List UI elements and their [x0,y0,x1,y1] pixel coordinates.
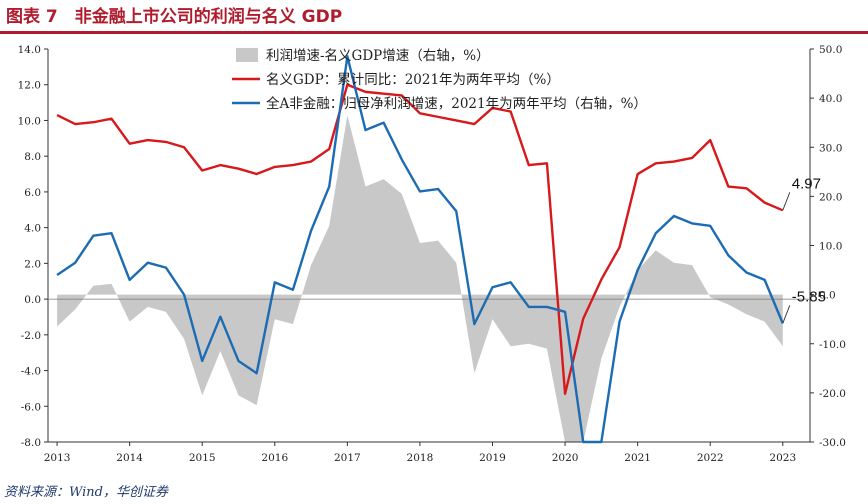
area-series-profit-gap [57,115,783,442]
x-tick-label: 2015 [189,452,216,464]
left-tick-label: 10.0 [18,115,41,127]
left-tick-label: -6.0 [21,401,41,413]
legend-item-profit-gap-swatch [236,48,258,62]
chart: 14.0 12.0 10.0 8.0 6.0 4.0 2.0 0.0 -2.0 -4.0 -6.0 -… [18,44,846,464]
x-tick-label: 2022 [697,452,724,464]
area-layer [57,115,783,442]
right-tick-label: 30.0 [819,142,842,154]
title-rule [0,31,868,34]
left-tick-label: 2.0 [24,258,41,270]
right-tick-label: -10.0 [819,339,846,351]
source-note: 资料来源：Wind，华创证券 [4,485,168,500]
left-tick-label: 4.0 [24,223,41,235]
left-tick-label: -2.0 [21,330,41,342]
annotation-gdp-last-leader [782,192,791,211]
right-tick-label: 40.0 [819,93,842,105]
right-tick-label: 10.0 [819,241,842,253]
left-tick-label: 8.0 [24,151,41,163]
right-tick-label: 0.0 [819,290,836,302]
x-tick-label: 2013 [44,452,71,464]
x-tick-label: 2019 [479,452,506,464]
legend-item-nonfinancial-profit: 全A非金融：归母净利润增速，2021年为两年平均（右轴，%） [266,95,647,112]
right-tick-label: -30.0 [819,437,846,449]
left-tick-label: -4.0 [21,366,41,378]
right-tick-label: -20.0 [819,388,846,400]
x-tick-label: 2020 [552,452,579,464]
x-tick-label: 2016 [261,452,288,464]
legend-item-profit-gap: 利润增速-名义GDP增速（右轴，%） [266,48,490,64]
x-tick-label: 2017 [334,452,361,464]
x-tick-label: 2021 [624,452,651,464]
left-tick-label: 12.0 [18,80,41,92]
x-tick-label: 2014 [116,452,143,464]
right-tick-label: 20.0 [819,191,842,203]
x-tick-label: 2023 [769,452,796,464]
left-tick-label: 0.0 [24,294,41,306]
line-series-nominal-gdp [56,83,784,395]
left-tick-label: 14.0 [18,44,41,56]
annotation-profit-last: -5.85 [792,288,826,305]
line-series-nonfinancial-profit [56,55,784,444]
x-tick-label: 2018 [407,452,434,464]
axes-layer: 14.0 12.0 10.0 8.0 6.0 4.0 2.0 0.0 -2.0 -4.0 -6.0 -… [18,44,846,464]
left-tick-label: -8.0 [21,437,41,449]
legend: 利润增速-名义GDP增速（右轴，%） 名义GDP：累计同比：2021年为两年平均（… [232,48,647,112]
annotation-gdp-last: 4.97 [792,175,821,192]
legend-item-nominal-gdp: 名义GDP：累计同比：2021年为两年平均（%） [266,72,560,88]
figure-title: 图表 7 非金融上市公司的利润与名义 GDP [6,7,343,27]
annotations-layer: 4.97 -5.85 [782,175,826,324]
right-tick-label: 50.0 [819,44,842,56]
lines-layer [56,55,784,444]
left-tick-label: 6.0 [24,187,41,199]
annotation-profit-last-leader [782,305,791,324]
